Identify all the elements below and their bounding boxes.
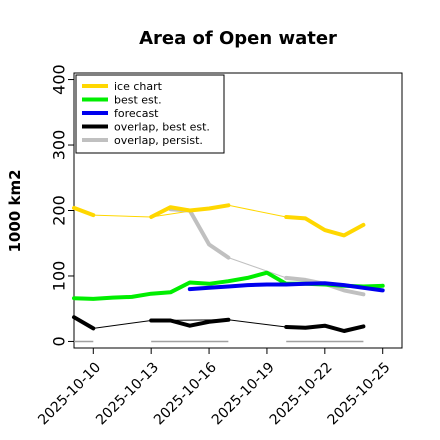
legend-label: overlap, persist. bbox=[114, 134, 203, 147]
series-ice-chart bbox=[72, 203, 366, 238]
series-line-segment-0 bbox=[72, 315, 96, 331]
series-overlap-best-est- bbox=[72, 315, 366, 333]
y-axis: 0 100 200 300 400 bbox=[50, 64, 74, 347]
y-tick-label: 300 bbox=[50, 130, 69, 161]
series-line-segment-2 bbox=[284, 323, 366, 333]
y-tick-label: 400 bbox=[50, 64, 69, 95]
chart-title: Area of Open water bbox=[139, 28, 337, 49]
y-tick-label: 200 bbox=[50, 195, 69, 226]
legend-label: ice chart bbox=[114, 80, 163, 93]
y-tick-label: 0 bbox=[50, 336, 69, 346]
legend-label: overlap, best est. bbox=[114, 121, 210, 134]
legend-label: forecast bbox=[114, 107, 159, 120]
series-line-segment-2 bbox=[284, 215, 366, 238]
legend-label: best est. bbox=[114, 94, 162, 107]
series-line-segment-0 bbox=[72, 205, 96, 218]
series-line-segment-1 bbox=[149, 317, 231, 328]
connector-line-2 bbox=[228, 257, 287, 279]
series-layer bbox=[72, 203, 385, 333]
series-line-segment-0 bbox=[168, 207, 231, 260]
connector-lines bbox=[93, 204, 287, 329]
y-axis-label: 1000 km2 bbox=[6, 169, 24, 252]
connector-line-1 bbox=[93, 319, 287, 329]
y-tick-label: 100 bbox=[50, 261, 69, 292]
series-line-segment-1 bbox=[149, 203, 231, 219]
series-forecast bbox=[187, 281, 385, 293]
x-axis: 2025-10-102025-10-132025-10-162025-10-19… bbox=[35, 348, 394, 429]
series-line-segment-0 bbox=[187, 281, 385, 293]
x-tick-label: 2025-10-25 bbox=[325, 360, 394, 429]
